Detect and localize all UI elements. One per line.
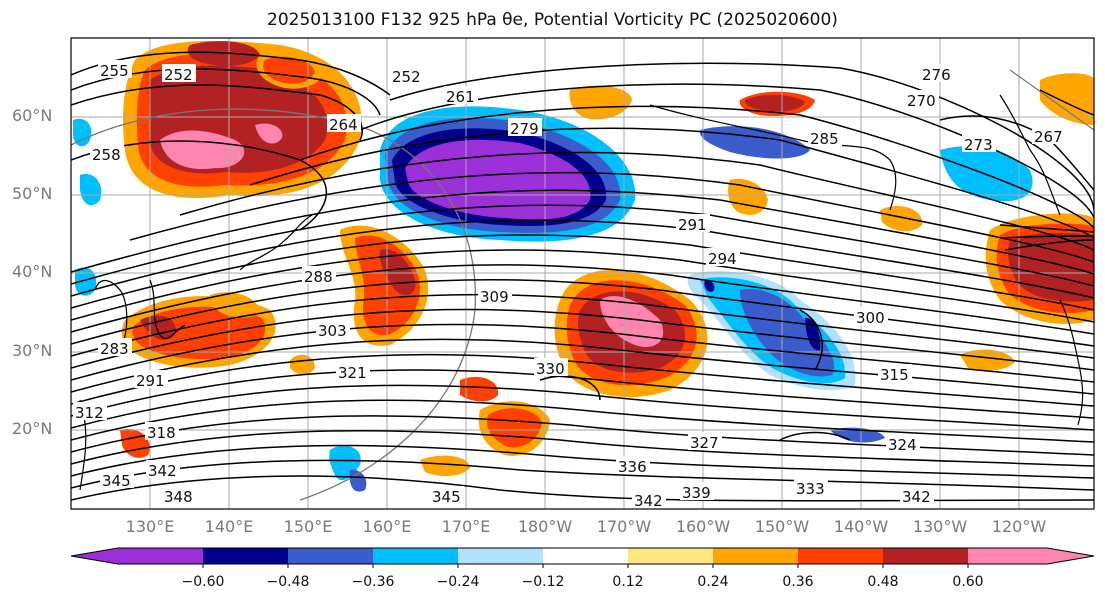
colorbar-tick: −0.48 <box>266 574 310 590</box>
colorbar-tick: 0.60 <box>952 574 984 590</box>
lon-label-150e: 150°E <box>283 517 333 536</box>
lon-label-160w: 160°W <box>675 517 731 536</box>
colorbar-tick: −0.24 <box>436 574 480 590</box>
lat-label-30n: 30°N <box>12 341 53 360</box>
colorbar-tick: 0.36 <box>782 574 814 590</box>
svg-text:330: 330 <box>536 360 565 378</box>
svg-text:261: 261 <box>446 88 475 106</box>
colorbar-extend-high <box>1047 548 1094 564</box>
theta-e-contours <box>71 51 1094 502</box>
svg-text:309: 309 <box>480 288 509 306</box>
map-frame <box>70 37 1095 510</box>
svg-text:327: 327 <box>690 434 719 452</box>
svg-text:318: 318 <box>147 424 176 442</box>
colorbar-tick: −0.60 <box>181 574 225 590</box>
lon-label-120w: 120°W <box>991 517 1047 536</box>
svg-text:345: 345 <box>102 472 131 490</box>
svg-text:324: 324 <box>888 436 917 454</box>
colorbar-extend-low <box>71 548 118 564</box>
lon-label-130w: 130°W <box>912 517 968 536</box>
svg-text:252: 252 <box>164 66 193 84</box>
svg-text:342: 342 <box>902 488 931 506</box>
lon-label-140e: 140°E <box>204 517 254 536</box>
svg-text:339: 339 <box>682 484 711 502</box>
svg-text:294: 294 <box>708 250 737 268</box>
contour-labels: 255 252 252 261 264 279 258 276 270 273 … <box>73 60 1066 510</box>
svg-text:255: 255 <box>100 62 129 80</box>
lat-label-50n: 50°N <box>12 184 53 203</box>
graticule <box>71 38 1094 509</box>
colorbar-tick: 0.24 <box>697 574 729 590</box>
lon-label-150w: 150°W <box>754 517 810 536</box>
lat-label-20n: 20°N <box>12 419 53 438</box>
svg-text:267: 267 <box>1034 128 1063 146</box>
lon-label-140w: 140°W <box>833 517 889 536</box>
svg-text:312: 312 <box>75 404 104 422</box>
lon-label-160e: 160°E <box>362 517 412 536</box>
svg-text:276: 276 <box>922 66 951 84</box>
svg-text:342: 342 <box>634 492 663 510</box>
svg-text:291: 291 <box>678 216 707 234</box>
svg-text:333: 333 <box>796 480 825 498</box>
lon-label-170w: 170°W <box>596 517 652 536</box>
colorbar <box>70 547 1095 568</box>
svg-text:258: 258 <box>92 146 121 164</box>
svg-text:300: 300 <box>856 309 885 327</box>
svg-text:345: 345 <box>432 488 461 506</box>
svg-text:270: 270 <box>907 92 936 110</box>
svg-text:288: 288 <box>304 268 333 286</box>
svg-text:336: 336 <box>618 458 647 476</box>
lat-label-40n: 40°N <box>12 262 53 281</box>
svg-text:303: 303 <box>318 322 347 340</box>
lat-label-60n: 60°N <box>12 106 53 125</box>
map-title: 2025013100 F132 925 hPa θe, Potential Vo… <box>267 10 838 30</box>
svg-text:264: 264 <box>329 116 358 134</box>
svg-text:321: 321 <box>338 364 367 382</box>
lon-label-130e: 130°E <box>125 517 175 536</box>
colorbar-tick: −0.12 <box>521 574 565 590</box>
colorbar-tick: 0.12 <box>612 574 644 590</box>
svg-text:315: 315 <box>880 366 909 384</box>
svg-text:348: 348 <box>164 488 193 506</box>
lon-label-180w: 180°W <box>517 517 573 536</box>
colorbar-tick: −0.36 <box>351 574 395 590</box>
colorbar-tick: 0.48 <box>867 574 899 590</box>
svg-text:285: 285 <box>810 130 839 148</box>
svg-text:273: 273 <box>964 136 993 154</box>
svg-text:291: 291 <box>136 372 165 390</box>
svg-text:283: 283 <box>100 340 129 358</box>
svg-text:279: 279 <box>510 120 539 138</box>
lon-label-170e: 170°E <box>441 517 491 536</box>
svg-text:252: 252 <box>392 68 421 86</box>
svg-text:342: 342 <box>148 462 177 480</box>
